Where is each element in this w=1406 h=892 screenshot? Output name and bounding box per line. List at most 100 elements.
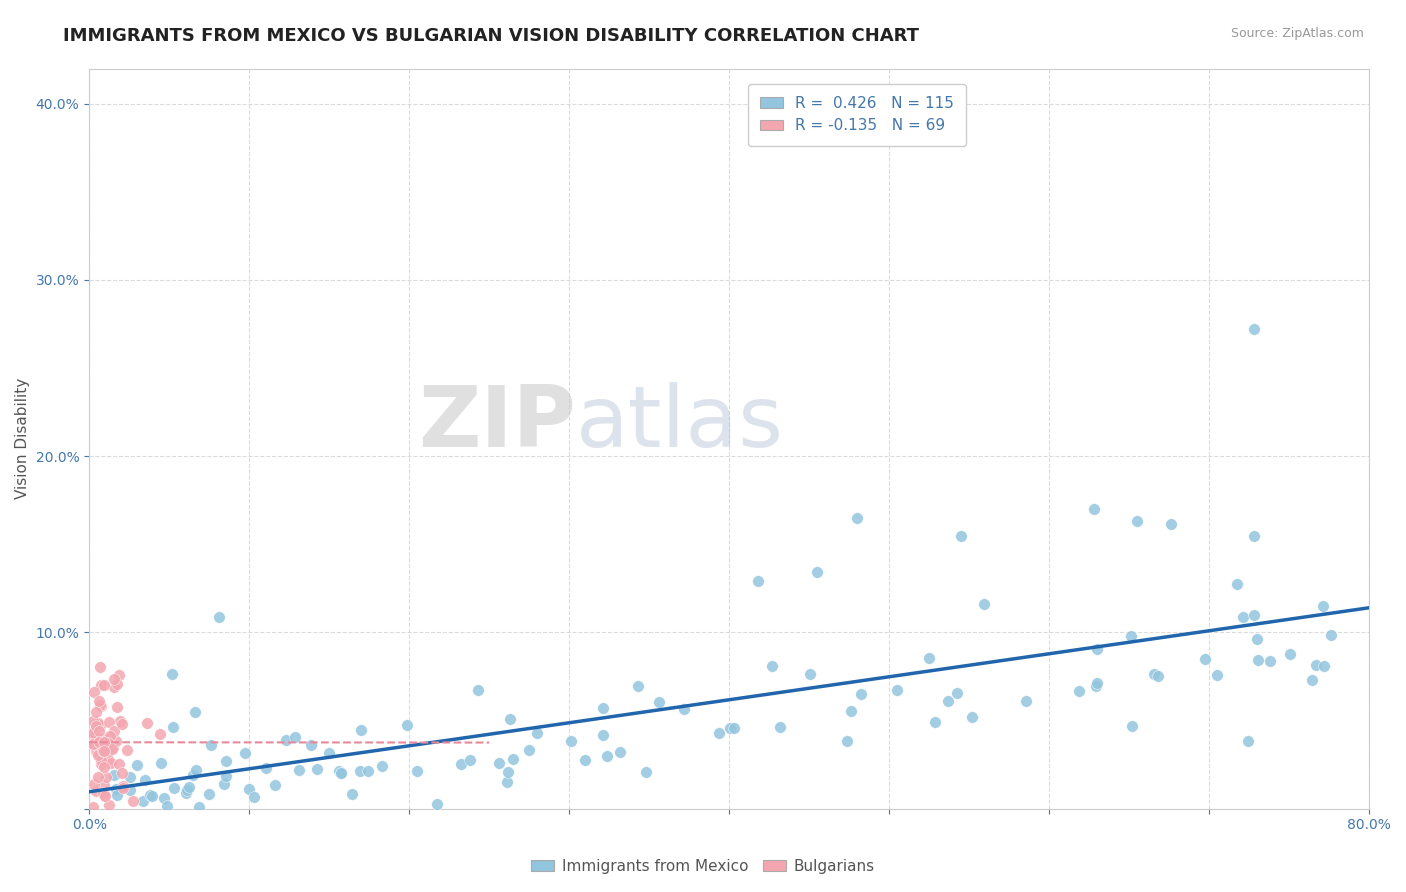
Point xyxy=(1143,666,1166,681)
Point xyxy=(1313,659,1336,673)
Point xyxy=(121,794,143,808)
Point xyxy=(82,714,104,728)
Point xyxy=(495,775,517,789)
Point xyxy=(86,728,108,742)
Point xyxy=(184,705,207,719)
Point xyxy=(188,800,211,814)
Point xyxy=(87,770,110,784)
Point xyxy=(98,729,121,743)
Point xyxy=(176,782,198,797)
Point xyxy=(238,782,260,797)
Point xyxy=(162,720,184,734)
Point xyxy=(131,794,153,808)
Point xyxy=(849,687,872,701)
Point xyxy=(357,764,380,778)
Point xyxy=(917,651,939,665)
Point xyxy=(560,734,582,748)
Point xyxy=(108,714,131,728)
Point xyxy=(924,715,946,730)
Point xyxy=(200,738,222,752)
Point xyxy=(93,778,115,792)
Point xyxy=(1243,608,1265,623)
Point xyxy=(426,797,449,812)
Point xyxy=(1237,733,1260,747)
Point xyxy=(93,788,115,802)
Point xyxy=(837,733,859,747)
Point xyxy=(1085,679,1108,693)
Point xyxy=(214,754,236,768)
Point xyxy=(254,761,277,775)
Point xyxy=(1194,652,1216,666)
Point xyxy=(1083,502,1105,516)
Point xyxy=(90,747,112,761)
Point xyxy=(93,678,115,692)
Point xyxy=(98,715,121,730)
Point xyxy=(264,778,287,792)
Point xyxy=(499,713,522,727)
Text: atlas: atlas xyxy=(575,383,783,466)
Point xyxy=(90,756,112,771)
Point xyxy=(596,749,619,764)
Point xyxy=(488,756,510,770)
Point xyxy=(1119,628,1142,642)
Point xyxy=(87,745,110,759)
Point xyxy=(1087,641,1109,656)
Point xyxy=(108,756,131,771)
Point xyxy=(350,723,373,737)
Text: Source: ZipAtlas.com: Source: ZipAtlas.com xyxy=(1230,27,1364,40)
Point xyxy=(960,709,983,723)
Point xyxy=(1320,628,1343,642)
Point xyxy=(328,764,350,779)
Point xyxy=(111,781,134,796)
Point xyxy=(134,772,156,787)
Point xyxy=(105,676,128,690)
Point xyxy=(846,511,869,525)
Point xyxy=(97,752,120,766)
Point xyxy=(1147,669,1170,683)
Point xyxy=(105,734,128,748)
Point xyxy=(160,667,183,681)
Point xyxy=(94,789,117,804)
Point xyxy=(82,737,104,751)
Point xyxy=(91,744,114,758)
Y-axis label: Vision Disability: Vision Disability xyxy=(15,378,30,500)
Point xyxy=(647,695,669,709)
Point xyxy=(103,672,125,686)
Point xyxy=(936,693,959,707)
Point xyxy=(120,770,142,784)
Point xyxy=(340,787,363,801)
Legend: R =  0.426   N = 115, R = -0.135   N = 69: R = 0.426 N = 115, R = -0.135 N = 69 xyxy=(748,84,966,145)
Point xyxy=(349,764,371,778)
Point xyxy=(1121,719,1143,733)
Point xyxy=(98,797,121,812)
Point xyxy=(84,744,107,758)
Point xyxy=(93,760,115,774)
Point xyxy=(609,745,631,759)
Point xyxy=(103,723,125,738)
Point xyxy=(108,668,131,682)
Point xyxy=(517,743,540,757)
Point xyxy=(526,725,548,739)
Point xyxy=(86,745,108,759)
Point xyxy=(86,705,108,719)
Point xyxy=(89,660,111,674)
Point xyxy=(89,735,111,749)
Point xyxy=(707,726,730,740)
Point xyxy=(83,777,105,791)
Point xyxy=(212,777,235,791)
Point xyxy=(97,736,120,750)
Point xyxy=(93,735,115,749)
Point xyxy=(574,753,596,767)
Point xyxy=(1247,653,1270,667)
Point xyxy=(105,700,128,714)
Point xyxy=(592,700,614,714)
Point xyxy=(1085,675,1108,690)
Point xyxy=(1279,648,1302,662)
Point xyxy=(886,683,908,698)
Point xyxy=(90,753,112,767)
Point xyxy=(94,770,117,784)
Legend: Immigrants from Mexico, Bulgarians: Immigrants from Mexico, Bulgarians xyxy=(524,853,882,880)
Point xyxy=(82,737,104,751)
Point xyxy=(89,694,111,708)
Point xyxy=(396,718,419,732)
